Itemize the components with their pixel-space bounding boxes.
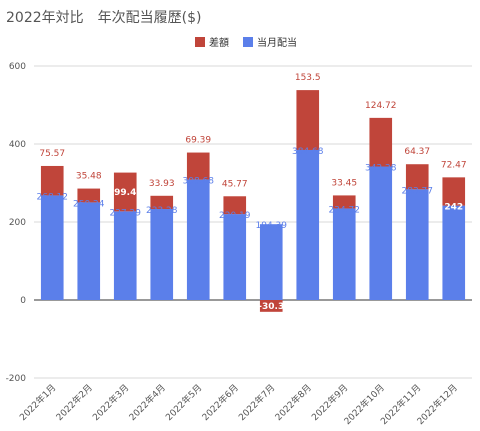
bar-diff [442, 177, 466, 206]
data-label-monthly: 250.24 [73, 199, 105, 209]
x-tick-label: 2022年9月 [309, 382, 350, 423]
bar-monthly [113, 211, 137, 300]
data-labels: 268.12 75.57 250.24 35.48 227.29 99.4 233.28 33… [37, 73, 467, 312]
x-tick-label: 2022年2月 [53, 382, 94, 423]
data-label-monthly: 194.39 [256, 221, 288, 231]
data-label-diff: 99.4 [114, 188, 136, 198]
bar-diff [369, 117, 393, 167]
data-label-monthly: 220.19 [219, 211, 251, 221]
legend-label-monthly: 当月配当 [257, 36, 297, 49]
bar-monthly [442, 205, 466, 300]
bar-diff [186, 152, 210, 180]
x-tick-label: 2022年3月 [90, 382, 131, 423]
bar-monthly [40, 195, 64, 300]
data-label-monthly: 227.29 [110, 208, 142, 218]
legend-swatch-monthly [243, 37, 253, 47]
bar-diff [223, 196, 247, 215]
bar-monthly [405, 189, 429, 300]
bar-monthly [223, 214, 247, 300]
chart-bars [40, 90, 466, 312]
data-label-diff: 64.37 [404, 147, 430, 157]
bar-diff [296, 90, 320, 150]
data-label-monthly: 268.12 [37, 192, 69, 202]
data-label-monthly: 234.72 [329, 205, 361, 215]
bar-monthly [332, 208, 356, 300]
bar-monthly [77, 202, 101, 300]
bar-diff [77, 188, 101, 203]
bar-diff [259, 300, 283, 312]
y-tick-label: 200 [9, 218, 26, 228]
x-tick-label: 2022年7月 [236, 382, 277, 423]
data-label-diff: -30.3 [258, 302, 284, 312]
y-tick-label: 400 [9, 140, 26, 150]
bar-monthly [259, 224, 283, 300]
data-label-diff: 75.57 [39, 149, 65, 159]
bar-diff [40, 165, 64, 196]
bar-diff [332, 195, 356, 209]
y-tick-label: 600 [9, 62, 26, 72]
data-label-monthly: 384.68 [292, 147, 324, 157]
data-label-diff: 45.77 [222, 179, 248, 189]
bar-diff [113, 172, 137, 212]
data-label-diff: 35.48 [76, 172, 102, 182]
bar-monthly [296, 149, 320, 300]
data-label-diff: 124.72 [365, 101, 397, 111]
y-tick-label: 0 [20, 296, 26, 306]
data-label-diff: 33.93 [149, 179, 175, 189]
bar-monthly [150, 209, 174, 300]
x-tick-label: 2022年4月 [126, 382, 167, 423]
x-tick-label: 2022年8月 [272, 382, 313, 423]
chart-legend: 差額 当月配当 [195, 36, 297, 49]
data-label-monthly: 242 [444, 203, 463, 213]
x-tick-label: 2022年1月 [17, 382, 58, 423]
y-tick-label: -200 [6, 374, 27, 384]
data-label-diff: 72.47 [441, 160, 467, 170]
x-axis-ticks: 2022年1月2022年2月2022年3月2022年4月2022年5月2022年… [17, 382, 460, 428]
data-label-diff: 153.5 [295, 73, 321, 83]
bar-monthly [186, 179, 210, 300]
chart-title: 2022年対比 年次配当履歴($) [6, 10, 201, 26]
bar-diff [405, 164, 429, 190]
legend-swatch-diff [195, 37, 205, 47]
y-axis-ticks: -200 0 200 400 600 [6, 62, 27, 384]
data-label-monthly: 308.68 [183, 177, 215, 187]
bar-diff [150, 195, 174, 210]
bar-monthly [369, 166, 393, 300]
data-label-monthly: 233.28 [146, 206, 178, 216]
data-label-diff: 69.39 [185, 136, 211, 146]
legend-label-diff: 差額 [209, 36, 229, 49]
data-label-monthly: 283.77 [402, 186, 434, 196]
data-label-diff: 33.45 [331, 178, 357, 188]
x-tick-label: 2022年6月 [199, 382, 240, 423]
chart-gridlines [34, 65, 472, 379]
x-tick-label: 2022年5月 [163, 382, 204, 423]
data-label-monthly: 342.28 [365, 164, 397, 174]
